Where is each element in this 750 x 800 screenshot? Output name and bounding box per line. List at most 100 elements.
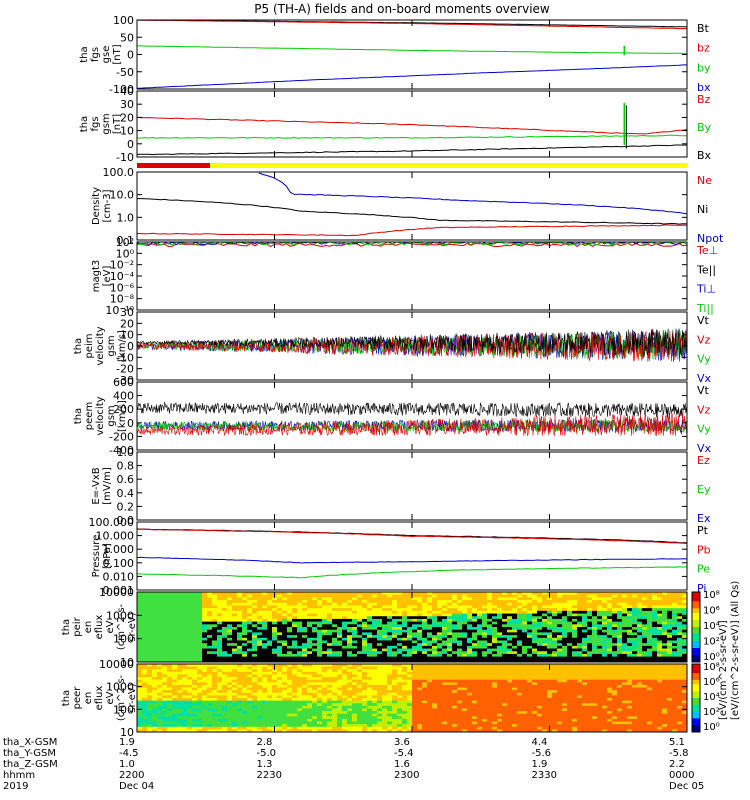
heatmap-cell xyxy=(662,637,668,642)
heatmap-cell xyxy=(422,605,428,609)
heatmap-cell xyxy=(637,600,643,604)
heatmap-cell xyxy=(377,610,383,615)
heatmap-cell xyxy=(552,602,558,607)
heatmap-cell xyxy=(152,624,158,628)
heatmap-cell xyxy=(262,698,268,702)
heatmap-cell xyxy=(367,629,373,633)
heatmap-cell xyxy=(287,679,293,683)
heatmap-cell xyxy=(197,592,203,596)
heatmap-cell xyxy=(502,618,508,623)
heatmap-cell xyxy=(177,726,183,730)
heatmap-cell xyxy=(252,618,258,623)
heatmap-cell xyxy=(167,729,173,732)
heatmap-cell xyxy=(297,610,303,615)
heatmap-cell xyxy=(672,618,678,623)
heatmap-cell xyxy=(622,602,628,607)
heatmap-cell xyxy=(542,621,548,625)
heatmap-cell xyxy=(142,692,148,696)
heatmap-cell xyxy=(302,700,308,704)
heatmap-cell xyxy=(222,643,228,647)
heatmap-cell xyxy=(232,687,238,691)
heatmap-cell xyxy=(382,674,388,678)
heatmap-cell xyxy=(237,627,243,631)
heatmap-cell xyxy=(472,608,478,612)
heatmap-cell xyxy=(442,700,448,704)
heatmap-cell xyxy=(237,724,243,728)
heatmap-cell xyxy=(427,659,433,662)
heatmap-cell xyxy=(557,637,563,642)
heatmap-cell xyxy=(612,624,618,628)
heatmap-cell xyxy=(557,602,563,607)
heatmap-cell xyxy=(297,602,303,607)
heatmap-cell xyxy=(417,679,423,683)
heatmap-cell xyxy=(342,724,348,728)
heatmap-cell xyxy=(542,643,548,647)
heatmap-cell xyxy=(572,632,578,636)
heatmap-cell xyxy=(312,637,318,642)
heatmap-cell xyxy=(427,651,433,655)
heatmap-cell xyxy=(512,621,518,625)
heatmap-cell xyxy=(142,664,148,668)
heatmap-cell xyxy=(292,679,298,683)
heatmap-cell xyxy=(157,705,163,710)
heatmap-cell xyxy=(447,651,453,655)
series-Ne xyxy=(137,224,687,237)
heatmap-cell xyxy=(187,677,193,681)
heatmap-cell xyxy=(157,621,163,625)
heatmap-cell xyxy=(282,618,288,623)
heatmap-cell xyxy=(287,664,293,668)
heatmap-cell xyxy=(372,711,378,715)
heatmap-cell xyxy=(667,656,673,660)
heatmap-cell xyxy=(427,664,433,668)
heatmap-cell xyxy=(257,713,263,717)
heatmap-cell xyxy=(137,643,143,647)
heatmap-cell xyxy=(267,677,273,681)
heatmap-cell xyxy=(147,605,153,609)
heatmap-cell xyxy=(457,594,463,598)
heatmap-cell xyxy=(572,618,578,623)
heatmap-cell xyxy=(217,698,223,702)
heatmap-cell xyxy=(392,684,398,689)
heatmap-cell xyxy=(497,597,503,601)
heatmap-cell xyxy=(357,700,363,704)
heatmap-cell xyxy=(307,621,313,625)
heatmap-cell xyxy=(222,664,228,668)
heatmap-cell xyxy=(172,602,178,607)
heatmap-cell xyxy=(357,708,363,712)
heatmap-cell xyxy=(172,729,178,732)
y-tick-label: 100 xyxy=(113,633,134,646)
heatmap-cell xyxy=(452,692,458,696)
heatmap-cell xyxy=(667,627,673,631)
heatmap-cell xyxy=(402,687,408,691)
heatmap-cell xyxy=(277,718,283,723)
heatmap-cell xyxy=(287,718,293,723)
heatmap-cell xyxy=(447,679,453,683)
heatmap-cell xyxy=(662,597,668,601)
heatmap-cell xyxy=(442,610,448,615)
heatmap-cell xyxy=(457,618,463,623)
heatmap-cell xyxy=(542,610,548,615)
heatmap-cell xyxy=(312,716,318,720)
heatmap-cell xyxy=(297,624,303,628)
heatmap-cell xyxy=(352,605,358,609)
heatmap-cell xyxy=(317,608,323,612)
heatmap-cell xyxy=(392,653,398,658)
heatmap-cell xyxy=(462,637,468,642)
heatmap-cell xyxy=(357,640,363,644)
heatmap-cell xyxy=(342,684,348,689)
heatmap-cell xyxy=(267,624,273,628)
heatmap-cell xyxy=(247,679,253,683)
heatmap-cell xyxy=(347,690,353,694)
heatmap-cell xyxy=(282,637,288,642)
heatmap-cell xyxy=(167,711,173,715)
heatmap-cell xyxy=(272,629,278,633)
heatmap-cell xyxy=(567,613,573,617)
heatmap-cell xyxy=(442,602,448,607)
heatmap-cell xyxy=(177,711,183,715)
heatmap-cell xyxy=(137,669,143,673)
heatmap-cell xyxy=(287,608,293,612)
heatmap-cell xyxy=(477,616,483,620)
heatmap-cell xyxy=(287,621,293,625)
heatmap-cell xyxy=(462,602,468,607)
heatmap-cell xyxy=(502,621,508,625)
